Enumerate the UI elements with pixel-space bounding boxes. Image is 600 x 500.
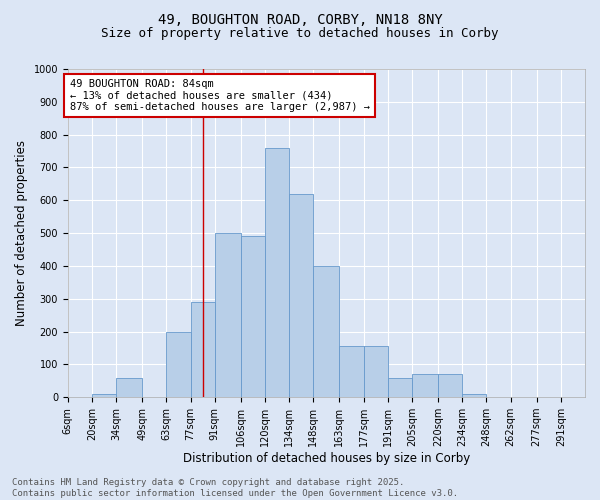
Text: Size of property relative to detached houses in Corby: Size of property relative to detached ho…	[101, 28, 499, 40]
Bar	[364, 346, 388, 397]
Bar	[313, 266, 340, 397]
Bar	[340, 346, 364, 397]
Bar	[215, 233, 241, 397]
Text: Contains HM Land Registry data © Crown copyright and database right 2025.
Contai: Contains HM Land Registry data © Crown c…	[12, 478, 458, 498]
Bar	[412, 374, 438, 397]
Text: 49 BOUGHTON ROAD: 84sqm
← 13% of detached houses are smaller (434)
87% of semi-d: 49 BOUGHTON ROAD: 84sqm ← 13% of detache…	[70, 79, 370, 112]
Bar	[241, 236, 265, 397]
Text: 49, BOUGHTON ROAD, CORBY, NN18 8NY: 49, BOUGHTON ROAD, CORBY, NN18 8NY	[158, 12, 442, 26]
Bar	[438, 374, 462, 397]
Y-axis label: Number of detached properties: Number of detached properties	[15, 140, 28, 326]
Bar	[92, 394, 116, 397]
Bar	[388, 378, 412, 397]
Bar	[462, 394, 487, 397]
Bar	[191, 302, 215, 397]
Bar	[166, 332, 191, 397]
Bar	[289, 194, 313, 397]
Bar	[116, 378, 142, 397]
Bar	[265, 148, 289, 397]
X-axis label: Distribution of detached houses by size in Corby: Distribution of detached houses by size …	[183, 452, 470, 465]
